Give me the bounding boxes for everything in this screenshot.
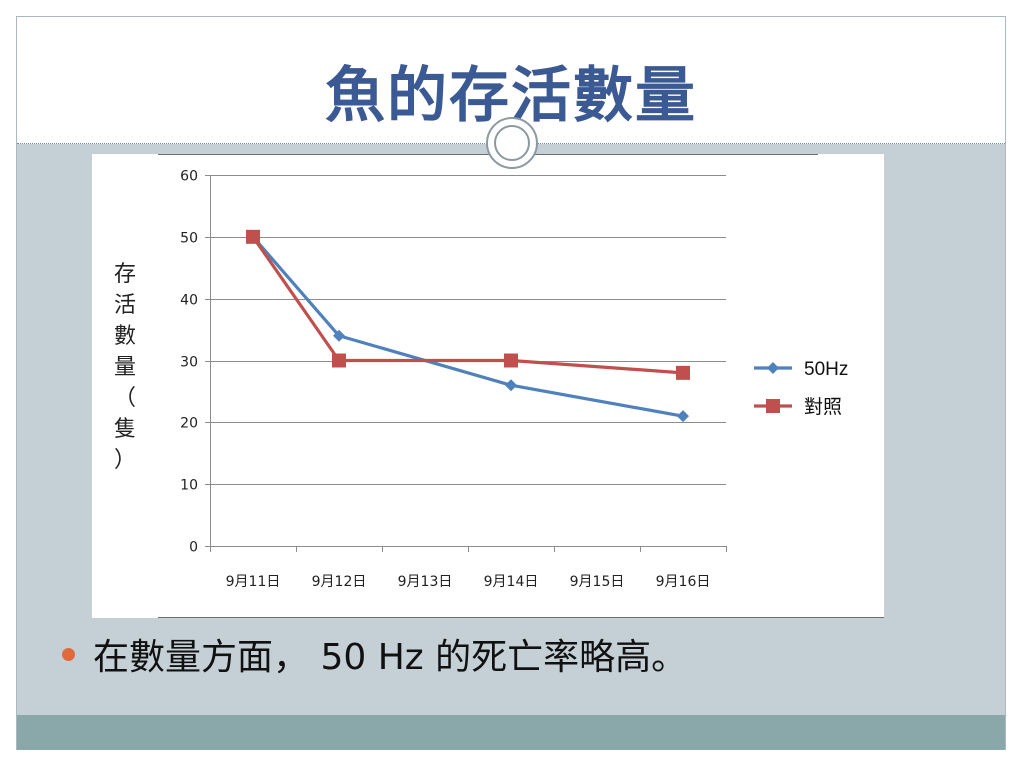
legend-label: 50Hz [804, 359, 848, 380]
series-line [251, 235, 684, 418]
y-tick-label: 40 [180, 293, 198, 309]
series-line [251, 235, 684, 375]
data-point-square [332, 353, 346, 368]
title-ornament-inner-circle [494, 125, 530, 161]
y-axis-title-char: 存 [114, 262, 136, 287]
footer-band [17, 715, 1005, 750]
y-axis-title-char: 數 [114, 324, 136, 349]
y-axis-title: 存活數量 （ 隻 ） [114, 262, 136, 473]
y-axis-title-char: 量 [114, 355, 136, 380]
y-tick-label: 50 [180, 231, 198, 247]
legend-marker-square [766, 399, 780, 413]
x-tick-label: 9月12日 [312, 574, 367, 590]
x-tick-label: 9月14日 [484, 574, 539, 590]
legend-label: 對照 [804, 396, 842, 418]
data-point-square [246, 229, 260, 244]
title-ornament-circle [486, 117, 538, 169]
legend-marker-diamond [767, 362, 779, 374]
y-axis-title-char: 隻 [114, 417, 136, 442]
line-chart: 0 10 20 30 40 50 60 9月11日 9月12日 9月13日 9月14日 9月15日 9月… [114, 154, 884, 618]
bullet-dot-icon [62, 647, 75, 661]
x-tick-label: 9月15日 [570, 574, 625, 590]
y-tick-label: 0 [189, 540, 198, 556]
y-tick-label: 30 [180, 355, 198, 371]
data-point-diamond [505, 379, 517, 392]
x-tick-label: 9月11日 [226, 574, 281, 590]
bullet-text: 在數量方面， 50 Hz 的死亡率略高。 [93, 637, 688, 678]
data-point-diamond [333, 329, 345, 342]
y-tick-label: 10 [180, 478, 198, 494]
y-axis-title-char: ） [114, 448, 136, 473]
bullet-item: 在數量方面， 50 Hz 的死亡率略高。 [62, 626, 687, 682]
x-tick-label: 9月16日 [656, 574, 711, 590]
data-point-square [504, 353, 518, 368]
y-axis-title-char: （ [114, 386, 136, 411]
data-point-diamond [677, 410, 689, 423]
y-tick-label: 20 [180, 416, 198, 432]
x-tick-label: 9月13日 [398, 574, 453, 590]
y-tick-label: 60 [180, 169, 198, 185]
data-point-square [676, 365, 690, 380]
chart-area: 0 10 20 30 40 50 60 9月11日 9月12日 9月13日 9月14日 9月15日 9月… [92, 154, 884, 618]
y-axis-title-char: 活 [114, 293, 136, 318]
